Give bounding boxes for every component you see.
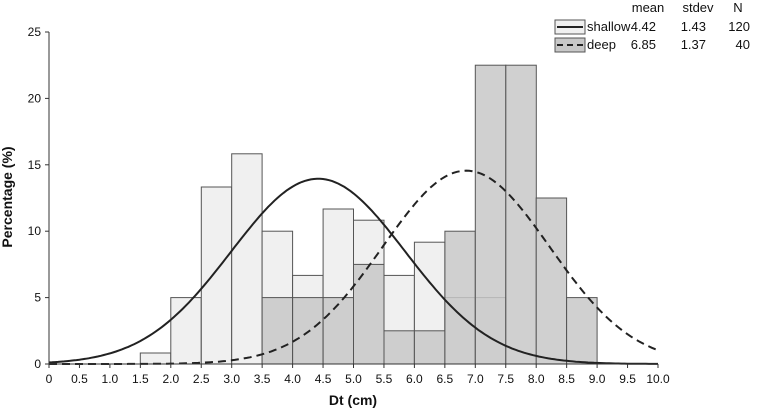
bar-deep-4 <box>383 330 415 365</box>
x-tick-label: 3.5 <box>254 372 271 386</box>
legend-label-shallow: shallow <box>587 19 631 34</box>
x-tick-label: 9.0 <box>589 372 606 386</box>
x-axis-title: Dt (cm) <box>329 392 377 408</box>
stats-N-shallow: 120 <box>728 19 750 34</box>
bars-layer <box>139 64 598 365</box>
x-tick-label: 9.5 <box>619 372 636 386</box>
x-tick-label: 7.0 <box>467 372 484 386</box>
stats-header-stdev: stdev <box>682 0 714 15</box>
bar-deep-10 <box>566 297 598 365</box>
stats-stdev-shallow: 1.43 <box>681 19 706 34</box>
x-tick-label: 8.5 <box>558 372 575 386</box>
axes-layer: 0 0.5 1.0 1.5 2.0 2.5 3.0 3.5 4.0 4.5 5.0 5.5 6.0 6.5… <box>28 25 670 386</box>
x-tick-label: 0 <box>46 372 53 386</box>
stats-stdev-deep: 1.37 <box>681 37 706 52</box>
x-tick-label: 7.5 <box>497 372 514 386</box>
x-tick-label: 10.0 <box>646 372 670 386</box>
curves-layer <box>48 169 659 365</box>
x-tick-label: 4.5 <box>315 372 332 386</box>
x-tick-label: 5.5 <box>376 372 393 386</box>
bar-deep-5 <box>413 330 446 365</box>
bar-shallow-1 <box>170 297 202 365</box>
stats-header-mean: mean <box>632 0 665 15</box>
x-tick-label: 1.5 <box>132 372 149 386</box>
y-tick-label: 10 <box>28 224 42 238</box>
stats-header-N: N <box>733 0 742 15</box>
bar-deep-2 <box>322 297 355 365</box>
x-tick-label: 2.5 <box>193 372 210 386</box>
x-tick-label: 5.0 <box>345 372 362 386</box>
bar-deep-8 <box>505 64 537 365</box>
y-axis-title: Percentage (%) <box>0 146 15 247</box>
y-tick-label: 25 <box>28 25 42 39</box>
fit-curve-deep <box>49 169 659 365</box>
x-tick-label: 4.0 <box>284 372 301 386</box>
bar-deep-1 <box>292 297 324 365</box>
stats-mean-deep: 6.85 <box>631 37 656 52</box>
bar-deep-6 <box>444 230 476 365</box>
bar-shallow-2 <box>200 186 233 365</box>
x-tick-label: 3.0 <box>223 372 240 386</box>
fit-curve-shallow <box>48 177 658 365</box>
bar-shallow-3 <box>231 153 263 365</box>
bar-shallow-0 <box>139 352 172 365</box>
bar-deep-7 <box>474 64 507 365</box>
x-tick-label: 6.5 <box>437 372 454 386</box>
y-tick-label: 5 <box>34 291 41 305</box>
bar-deep-9 <box>535 197 568 365</box>
x-tick-label: 8.0 <box>528 372 545 386</box>
legend-label-deep: deep <box>587 37 616 52</box>
y-tick-label: 15 <box>28 158 42 172</box>
x-tick-label: 2.0 <box>162 372 179 386</box>
stats-mean-shallow: 4.42 <box>631 19 656 34</box>
x-tick-label: 0.5 <box>71 372 88 386</box>
x-tick-label: 1.0 <box>102 372 119 386</box>
bar-deep-0 <box>261 297 294 365</box>
y-tick-label: 0 <box>34 357 41 371</box>
stats-N-deep: 40 <box>736 37 750 52</box>
x-tick-label: 6.0 <box>406 372 423 386</box>
y-tick-label: 20 <box>28 91 42 105</box>
